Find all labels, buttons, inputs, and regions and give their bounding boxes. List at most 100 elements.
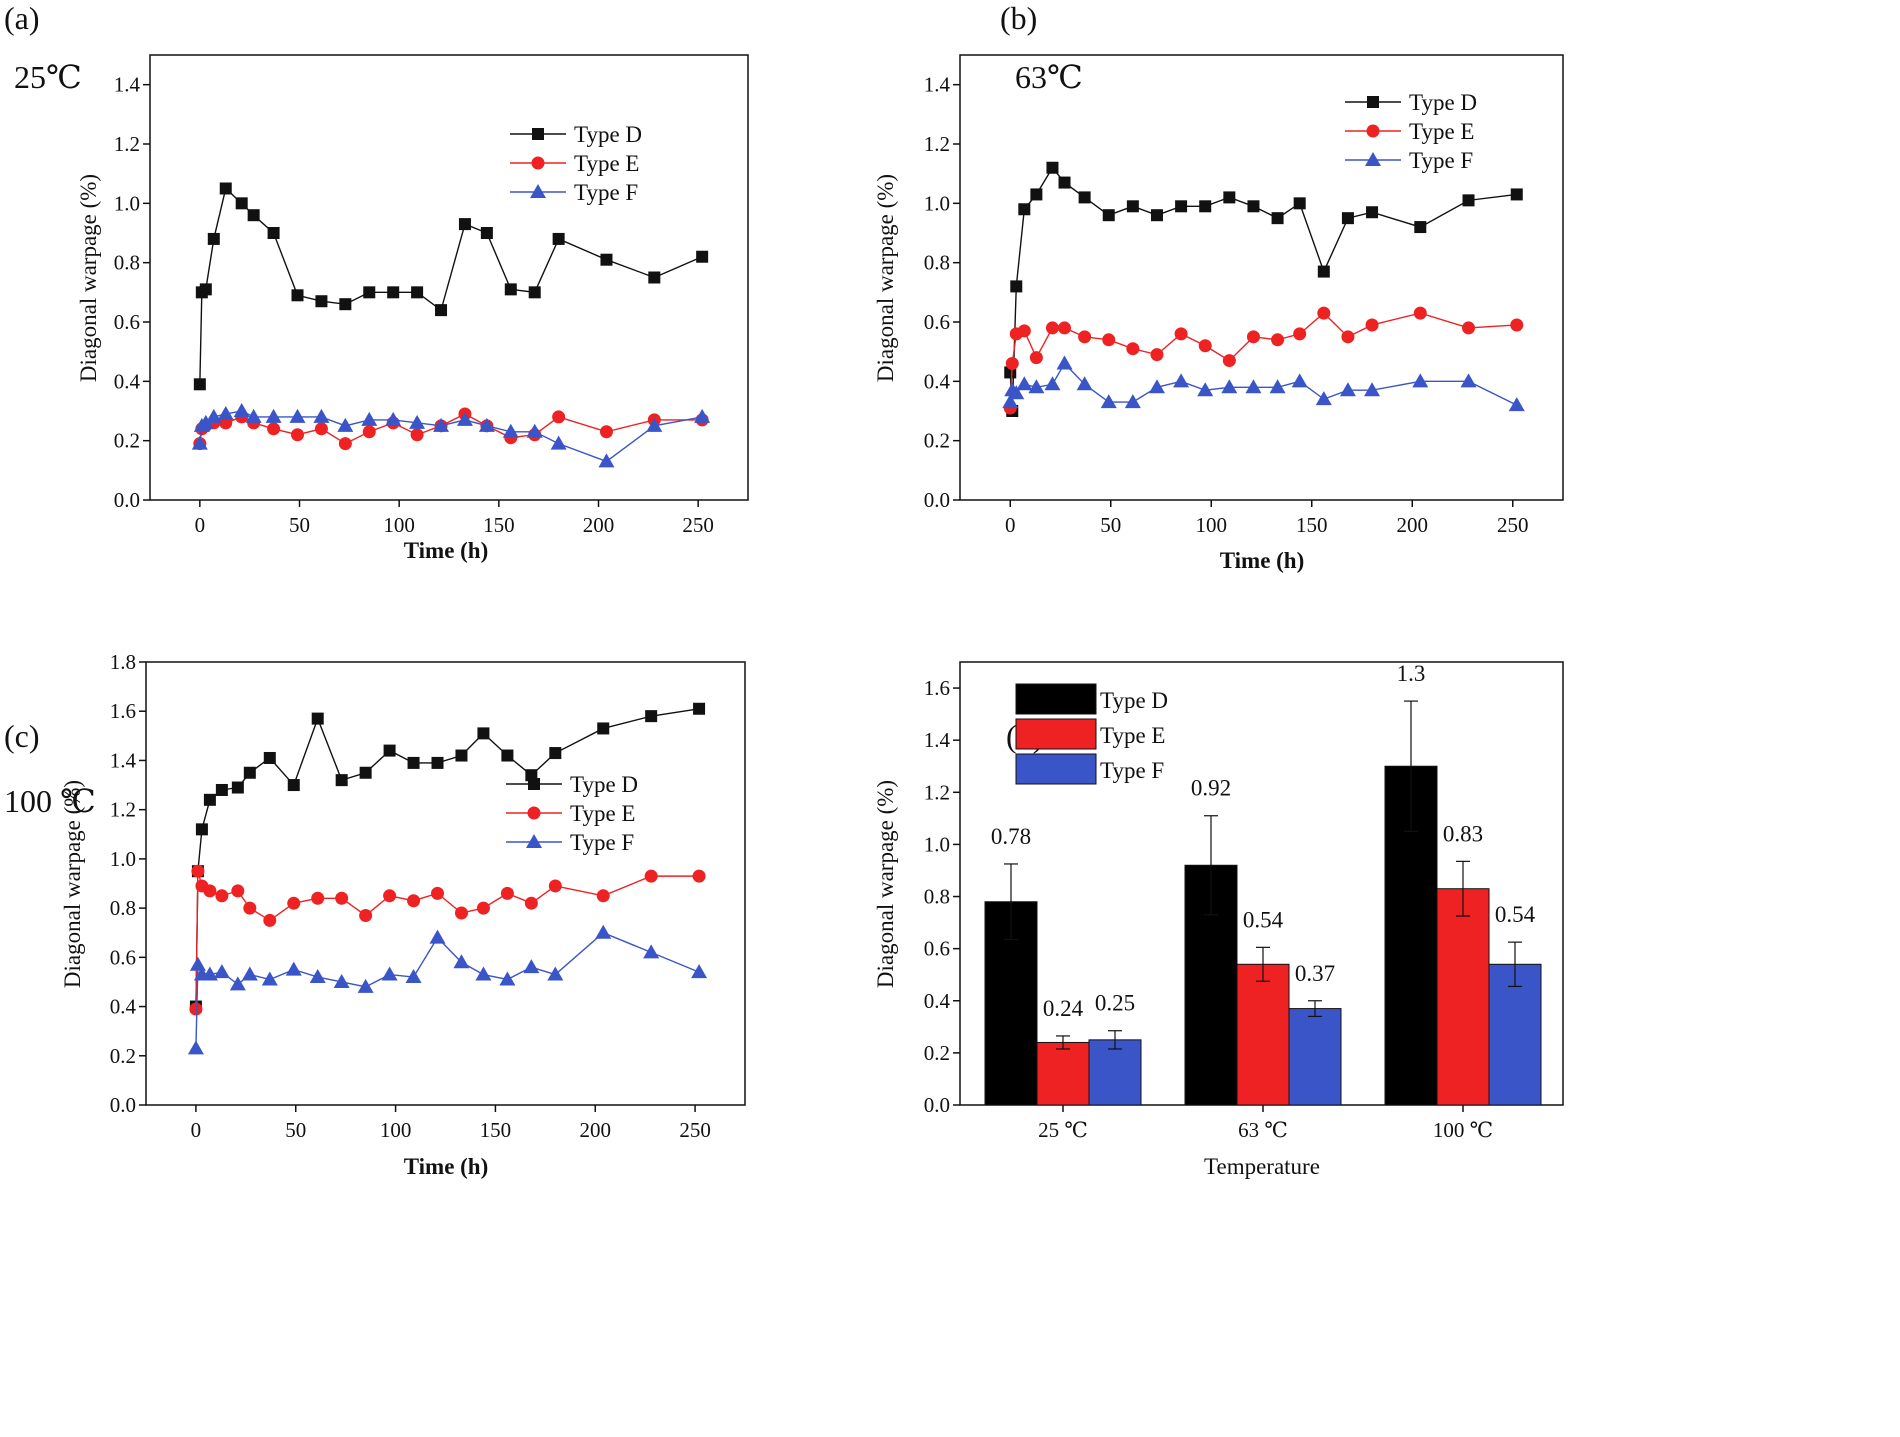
chart-a-series-2-point xyxy=(526,423,543,438)
chart-b-y-tick-label: 1.4 xyxy=(924,73,951,97)
chart-b-series-0-point xyxy=(1366,206,1379,219)
chart-a-series-2-point xyxy=(478,417,495,432)
chart-d-y-tick-label: 0.0 xyxy=(924,1093,950,1117)
chart-b-series-0-point xyxy=(1199,200,1212,213)
chart-b-series-1-point xyxy=(1174,327,1188,341)
chart-c-series-0-point xyxy=(243,766,256,779)
chart-a-series-2-point xyxy=(265,408,282,423)
chart-a-legend-label-2: Type F xyxy=(574,180,638,205)
chart-c-series-0-point xyxy=(407,756,420,769)
chart-c-x-tick-label: 200 xyxy=(580,1118,612,1142)
chart-d-value-label: 0.83 xyxy=(1443,821,1483,846)
chart-d-bar-2 xyxy=(1488,963,1542,1106)
chart-c-series-1-point xyxy=(407,894,421,908)
chart-c-series-2-point xyxy=(213,964,230,979)
chart-c-series-0-point xyxy=(335,774,348,787)
chart-c-series-0-point xyxy=(501,749,514,762)
chart-c-series-1-point xyxy=(644,869,658,883)
chart-d-x-tick-label: 25 ℃ xyxy=(1038,1118,1088,1142)
chart-c-series-2-point xyxy=(333,973,350,988)
chart-b-series-1-point xyxy=(1413,306,1427,320)
chart-c-y-tick-label: 0.6 xyxy=(110,945,136,969)
chart-a-series-1-point xyxy=(552,410,566,424)
chart-c-series-0-point xyxy=(287,779,300,792)
chart-b-x-tick-label: 100 xyxy=(1196,513,1228,537)
chart-d-value-label: 0.25 xyxy=(1095,991,1135,1016)
chart-a-series-2-point xyxy=(385,411,402,426)
chart-b-y-tick-label: 1.0 xyxy=(924,191,950,215)
chart-b-series-0-point xyxy=(1247,200,1260,213)
chart-b-series-0-point xyxy=(1102,209,1115,222)
chart-c-y-tick-label: 0.8 xyxy=(110,896,136,920)
chart-b-series-2-point xyxy=(1100,394,1117,409)
chart-c-series-0-point xyxy=(549,747,562,760)
chart-b-y-tick-label: 1.2 xyxy=(924,132,950,156)
chart-b-y-tick-label: 0.2 xyxy=(924,429,950,453)
chart-c-series-2-point xyxy=(429,929,446,944)
chart-a-y-tick-label: 1.0 xyxy=(114,191,140,215)
chart-b-series-2-point xyxy=(1197,382,1214,397)
chart-b-series-1-point xyxy=(1029,351,1043,365)
chart-d-legend-label-0: Type D xyxy=(1100,688,1168,713)
chart-a-x-tick-label: 250 xyxy=(682,513,714,537)
chart-b-series-0-point xyxy=(1414,221,1427,234)
chart-b-series-2-point xyxy=(1291,373,1308,388)
chart-b-series-0-point xyxy=(1293,197,1306,210)
chart-c-series-2-point xyxy=(241,966,258,981)
chart-c-series-0-point xyxy=(455,749,468,762)
chart-a-series-0-point xyxy=(504,283,517,296)
chart-d-y-tick-label: 0.4 xyxy=(924,989,951,1013)
chart-a-series-2-point xyxy=(289,408,306,423)
chart-c-series-1-point xyxy=(454,906,468,920)
chart-a-x-tick-label: 0 xyxy=(195,513,206,537)
chart-b-legend-label-1: Type E xyxy=(1409,119,1474,144)
chart-a-series-2-point xyxy=(313,408,330,423)
chart-b-series-1-point xyxy=(1222,354,1236,368)
chart-a-y-tick-label: 1.4 xyxy=(114,73,141,97)
chart-c-series-1-point xyxy=(548,879,562,893)
chart-b-series-1-point xyxy=(1246,330,1260,344)
chart-b-legend-marker-2 xyxy=(1365,152,1381,166)
chart-a-series-1-point xyxy=(362,425,376,439)
chart-c-series-0-point xyxy=(359,766,372,779)
chart-c-series-2-point xyxy=(381,966,398,981)
chart-b-x-tick-label: 0 xyxy=(1005,513,1016,537)
chart-a-y-tick-label: 0.6 xyxy=(114,310,140,334)
chart-b-series-2-point xyxy=(1002,394,1019,409)
chart-a-series-0-point xyxy=(339,298,352,311)
chart-a-series-1-point xyxy=(291,428,305,442)
chart-b-series-1-point xyxy=(1198,339,1212,353)
chart-a-legend-marker-1 xyxy=(531,156,545,170)
chart-d-y-tick-label: 0.6 xyxy=(924,937,950,961)
chart-a-legend-marker-0 xyxy=(532,128,544,140)
chart-b-y-tick-label: 0.6 xyxy=(924,310,950,334)
panel-label-c: (c) xyxy=(4,718,40,754)
chart-c-series-1-point xyxy=(596,889,610,903)
chart-d-y-tick-label: 0.2 xyxy=(924,1041,950,1065)
chart-d-bar-1 xyxy=(1236,963,1290,1106)
chart-b-series-1-point xyxy=(1365,318,1379,332)
chart-c-series-0-point xyxy=(383,744,396,757)
chart-b-y-tick-label: 0.8 xyxy=(924,251,950,275)
chart-a-y-tick-label: 0.0 xyxy=(114,488,140,512)
chart-c-series-1-line xyxy=(195,871,700,1010)
chart-c-y-tick-label: 0.4 xyxy=(110,995,137,1019)
chart-b-series-1-point xyxy=(1341,330,1355,344)
chart-b-series-1-point xyxy=(1510,318,1524,332)
chart-c-series-0-point xyxy=(645,710,658,723)
chart-b-series-2-point xyxy=(1016,376,1033,391)
chart-b-series-2-point xyxy=(1412,373,1429,388)
chart-a-series-2-point xyxy=(598,453,615,468)
chart-b-legend-label-2: Type F xyxy=(1409,148,1473,173)
chart-b-series-0-point xyxy=(1046,161,1059,174)
chart-b-x-tick-label: 200 xyxy=(1397,513,1429,537)
chart-b-series-1-point xyxy=(1126,342,1140,356)
chart-c-plot-frame xyxy=(145,661,746,1106)
chart-a-x-tick-label: 150 xyxy=(483,513,515,537)
chart-b-series-2-point xyxy=(1008,385,1025,400)
chart-c-series-1-point xyxy=(359,908,373,922)
chart-a-x-axis-label: Time (h) xyxy=(404,538,489,563)
chart-a-series-0-point xyxy=(207,232,220,245)
chart-b-y-axis-label: Diagonal warpage (%) xyxy=(873,174,898,382)
